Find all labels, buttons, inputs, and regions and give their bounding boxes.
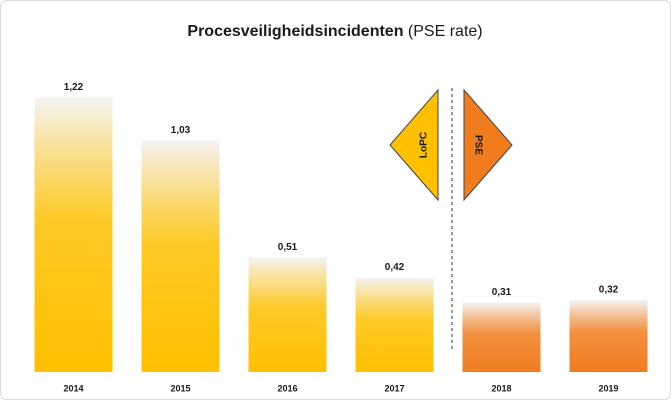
x-tick-label: 2018 <box>491 383 511 393</box>
title-main: Procesveiligheidsincidenten <box>187 23 403 40</box>
annotation: LoPC <box>419 132 430 158</box>
value-label: 1,03 <box>171 125 191 136</box>
value-label: 0,31 <box>492 287 512 298</box>
lopc-marker <box>389 88 439 202</box>
x-tick-label: 2019 <box>598 383 618 393</box>
title-suffix: (PSE rate) <box>408 23 483 40</box>
value-label: 1,22 <box>64 82 84 93</box>
annotation: PSE <box>472 135 483 155</box>
value-label: 0,42 <box>385 262 405 273</box>
value-label: 0,32 <box>599 285 619 296</box>
x-tick-label: 2016 <box>277 383 297 393</box>
bar <box>248 257 327 372</box>
x-tick-label: 2015 <box>170 383 190 393</box>
bar <box>141 140 220 372</box>
value-label: 0,51 <box>278 242 298 253</box>
bar <box>34 97 113 372</box>
x-tick-label: 2014 <box>63 383 83 393</box>
bar <box>462 302 541 372</box>
bar <box>355 277 434 372</box>
pse-marker <box>463 88 513 202</box>
chart-title: Procesveiligheidsincidenten (PSE rate) <box>187 23 482 40</box>
x-tick-label: 2017 <box>384 383 404 393</box>
bar <box>569 300 648 372</box>
